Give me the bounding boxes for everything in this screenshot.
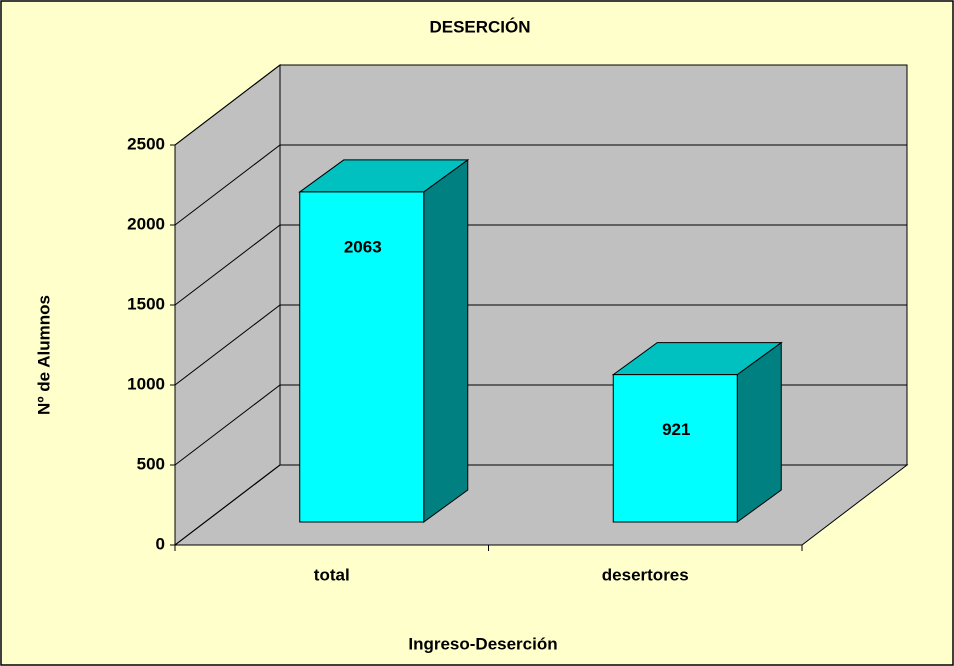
y-axis-label: Nº de Alumnos bbox=[34, 295, 53, 415]
grid-line bbox=[174, 304, 907, 386]
grid-line bbox=[174, 64, 907, 146]
side-wall bbox=[174, 63, 281, 547]
x-tick-label: desertores bbox=[602, 565, 689, 584]
x-axis-label: Ingreso-Deserción bbox=[408, 634, 557, 653]
grid-line bbox=[174, 144, 907, 226]
y-tick-label: 2500 bbox=[127, 134, 165, 153]
y-tick-label: 1000 bbox=[127, 374, 165, 393]
data-label: 921 bbox=[662, 420, 690, 439]
bar bbox=[299, 191, 425, 523]
y-tick-label: 1500 bbox=[127, 294, 165, 313]
x-tick-label: total bbox=[314, 565, 350, 584]
bar bbox=[612, 374, 738, 523]
bar-side bbox=[423, 158, 469, 523]
grid-line bbox=[174, 224, 907, 306]
y-tick-label: 0 bbox=[156, 534, 165, 553]
y-tick-label: 2000 bbox=[127, 214, 165, 233]
floor bbox=[173, 464, 909, 546]
data-label: 2063 bbox=[344, 237, 382, 256]
chart-title: DESERCIÓN bbox=[429, 17, 530, 36]
y-tick-label: 500 bbox=[137, 454, 165, 473]
